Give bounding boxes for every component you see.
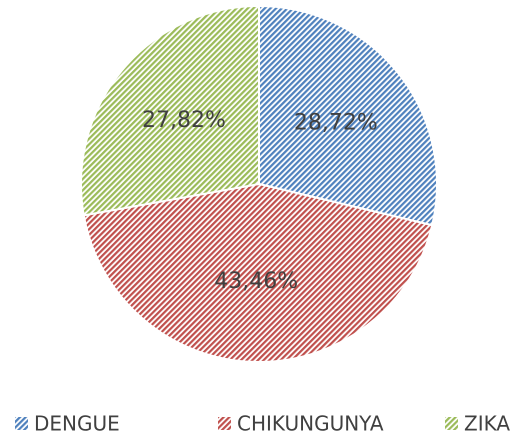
pie-slice <box>82 182 434 363</box>
legend-label: CHIKUNGUNYA <box>237 412 384 436</box>
data-label: 27,82% <box>142 108 226 133</box>
legend-marker <box>15 417 28 430</box>
pie-slice <box>80 4 260 217</box>
data-label: 43,46% <box>214 269 298 294</box>
legend-marker <box>218 417 231 430</box>
pie-slice <box>258 4 438 227</box>
legend-label: ZIKA <box>464 412 510 436</box>
data-label: 28,72% <box>294 110 378 135</box>
legend-marker <box>445 417 458 430</box>
legend-label: DENGUE <box>34 412 120 436</box>
